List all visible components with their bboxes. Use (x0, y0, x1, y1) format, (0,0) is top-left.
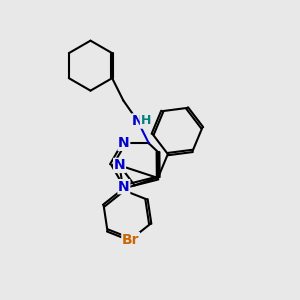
Text: N: N (132, 114, 143, 128)
Text: H: H (140, 115, 151, 128)
Text: Br: Br (122, 232, 140, 247)
Text: N: N (118, 180, 130, 194)
Text: N: N (114, 158, 125, 172)
Text: N: N (118, 136, 130, 150)
